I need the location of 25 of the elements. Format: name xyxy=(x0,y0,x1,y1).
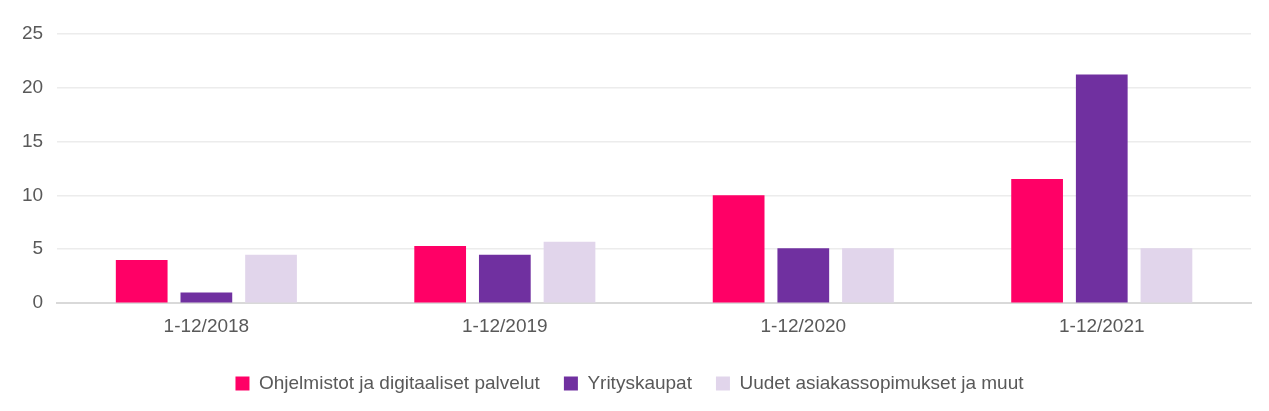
bar xyxy=(115,260,168,303)
y-tick-label: 15 xyxy=(21,129,44,151)
x-tick-label: 1-12/2021 xyxy=(1058,314,1145,336)
x-tick-label: 1-12/2019 xyxy=(462,314,548,336)
y-tick-label: 0 xyxy=(32,291,44,313)
bar xyxy=(1140,248,1193,303)
bar xyxy=(478,254,531,303)
legend-label: Ohjelmistot ja digitaaliset palvelut xyxy=(258,371,541,393)
y-tick-label: 20 xyxy=(21,75,44,97)
bar xyxy=(842,248,894,303)
bar xyxy=(543,241,596,303)
legend-label: Yrityskaupat xyxy=(587,371,693,393)
bar xyxy=(414,246,467,303)
x-tick-label: 1-12/2020 xyxy=(760,314,847,336)
x-tick-label: 1-12/2018 xyxy=(163,314,250,336)
bar xyxy=(777,248,830,303)
y-tick-label: 10 xyxy=(21,183,44,205)
bar xyxy=(1011,179,1063,303)
bar xyxy=(712,195,765,303)
bar xyxy=(245,254,297,303)
y-tick-label: 5 xyxy=(32,237,44,259)
bar xyxy=(1075,74,1128,303)
y-tick-label: 25 xyxy=(21,21,44,43)
bar xyxy=(180,292,233,303)
legend-label: Uudet asiakassopimukset ja muut xyxy=(739,371,1025,393)
